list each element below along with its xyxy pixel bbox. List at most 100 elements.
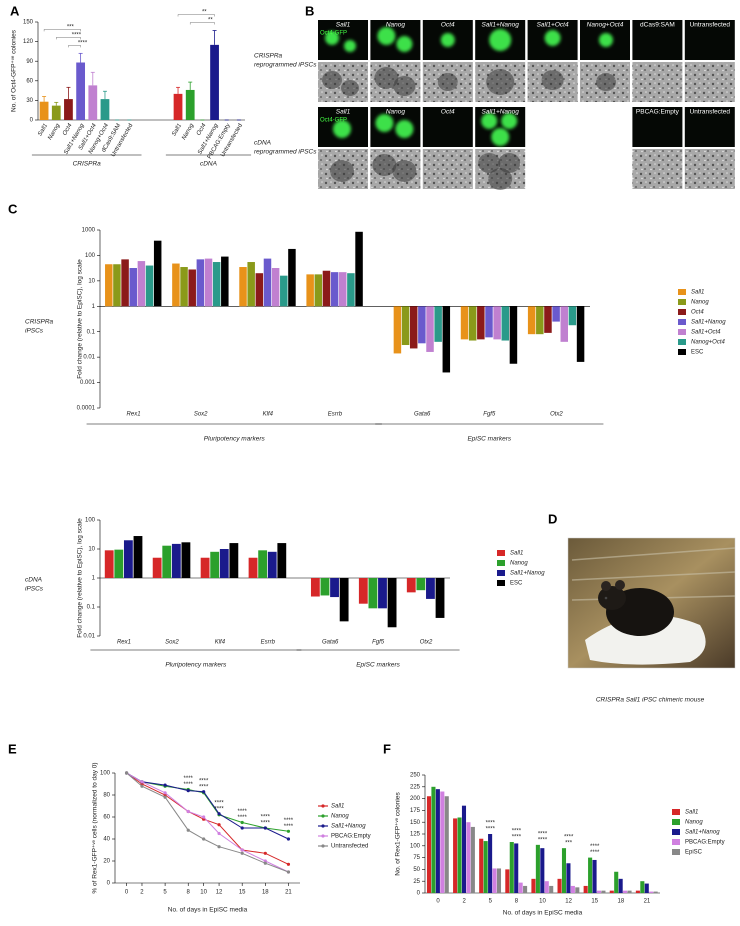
bar: [418, 306, 426, 344]
stain-label: Oct4-GFP: [320, 31, 347, 37]
brightfield-image: [632, 62, 683, 102]
point: [124, 771, 129, 775]
bar: [185, 89, 195, 120]
significance-bracket: [177, 14, 215, 17]
y-axis-label: Fold change (relative to EpiSC), log sca…: [77, 518, 84, 638]
bar: [180, 267, 188, 307]
bar: [339, 272, 347, 307]
significance: ****: [261, 821, 271, 827]
bar: [440, 791, 445, 893]
bar: [468, 306, 477, 341]
x-tick-label: 18: [262, 890, 269, 896]
bar: [267, 551, 277, 578]
significance: ****: [214, 800, 224, 806]
row-label: cDNA: [254, 140, 271, 147]
x-axis-label: No. of days in EpiSC media: [503, 910, 583, 917]
x-tick-label: 5: [489, 899, 493, 905]
significance: ****: [214, 806, 224, 812]
legend-swatch: [678, 349, 686, 355]
bar: [640, 881, 645, 893]
point: [186, 828, 190, 832]
x-tick-label: Sox2: [165, 640, 179, 646]
bar: [210, 551, 220, 578]
significance: ****: [238, 809, 248, 815]
point: [263, 851, 267, 855]
brightfield-colony: [330, 160, 354, 182]
x-tick-label: 21: [644, 899, 651, 905]
brightfield-colony: [393, 76, 416, 96]
bar: [173, 93, 183, 120]
bar: [310, 578, 320, 597]
x-tick-label: 0: [125, 890, 129, 896]
bar: [535, 844, 540, 893]
bar: [229, 543, 239, 578]
x-tick-label: 10: [200, 890, 207, 896]
bar: [570, 885, 575, 893]
bar: [416, 578, 426, 591]
bar: [649, 891, 654, 893]
bar: [552, 306, 560, 322]
point: [163, 793, 167, 797]
bar: [644, 883, 649, 893]
bar: [426, 306, 434, 352]
legend-label: Sall1: [691, 290, 704, 296]
legend-marker: [321, 834, 325, 838]
gfp-colony: [481, 113, 498, 129]
significance: ****: [486, 821, 496, 827]
bar: [435, 578, 445, 618]
legend-label: ESC: [510, 581, 523, 587]
y-axis-label: % of Rex1-GFP⁺ᵛᵉ cells (normalized to da…: [92, 762, 99, 893]
x-tick-label: Esrrb: [328, 412, 343, 418]
y-tick-label: 20: [103, 859, 110, 865]
group-label: Pluripotency markers: [204, 436, 266, 443]
brightfield-image: [632, 149, 683, 189]
bar: [588, 857, 593, 893]
point: [217, 831, 221, 836]
legend-swatch: [672, 839, 680, 845]
y-tick-label: 75: [413, 855, 420, 861]
significance: ****: [512, 829, 522, 835]
x-tick-label: Fgf5: [372, 640, 385, 646]
bar: [322, 270, 331, 307]
bar: [592, 859, 597, 893]
point: [263, 861, 267, 865]
bar: [596, 890, 602, 893]
row-label: reprogrammed iPSCs: [254, 62, 317, 69]
x-tick-label: Fgf5: [483, 412, 496, 418]
gfp-colony: [333, 120, 351, 138]
fluorescence-image: [422, 107, 473, 147]
significance: ****: [590, 850, 600, 856]
bar: [509, 306, 518, 364]
x-tick-label: 15: [591, 899, 598, 905]
bar: [431, 786, 436, 893]
column-label: Nanog: [386, 109, 406, 116]
y-axis-label: Fold change (relative to EpiSC), log sca…: [77, 259, 84, 379]
point: [286, 862, 291, 866]
bar: [306, 274, 314, 307]
significance: ***: [67, 24, 75, 30]
group-label: CRISPRa: [73, 161, 102, 168]
brightfield-colony: [374, 67, 399, 89]
y-tick-label: 175: [410, 808, 421, 814]
legend-marker: [321, 804, 325, 808]
bar: [514, 843, 519, 893]
y-tick-label: 125: [410, 832, 421, 838]
significance: ****: [486, 827, 496, 833]
bar: [51, 105, 61, 120]
bar: [568, 306, 577, 326]
point: [240, 848, 244, 852]
point: [263, 826, 267, 830]
brightfield-colony: [322, 71, 342, 89]
bar: [330, 272, 339, 307]
x-tick-label: Rex1: [117, 640, 131, 646]
y-tick-label: 0: [107, 881, 111, 887]
bar: [171, 543, 181, 578]
column-label: Nanog: [386, 22, 406, 29]
column-label: Sall1+Oct4: [537, 22, 569, 29]
legend-swatch: [672, 809, 680, 815]
bar: [435, 789, 440, 893]
significance: ****: [184, 782, 194, 788]
x-axis-label: No. of days in EpiSC media: [168, 907, 248, 914]
significance: **: [208, 18, 213, 24]
